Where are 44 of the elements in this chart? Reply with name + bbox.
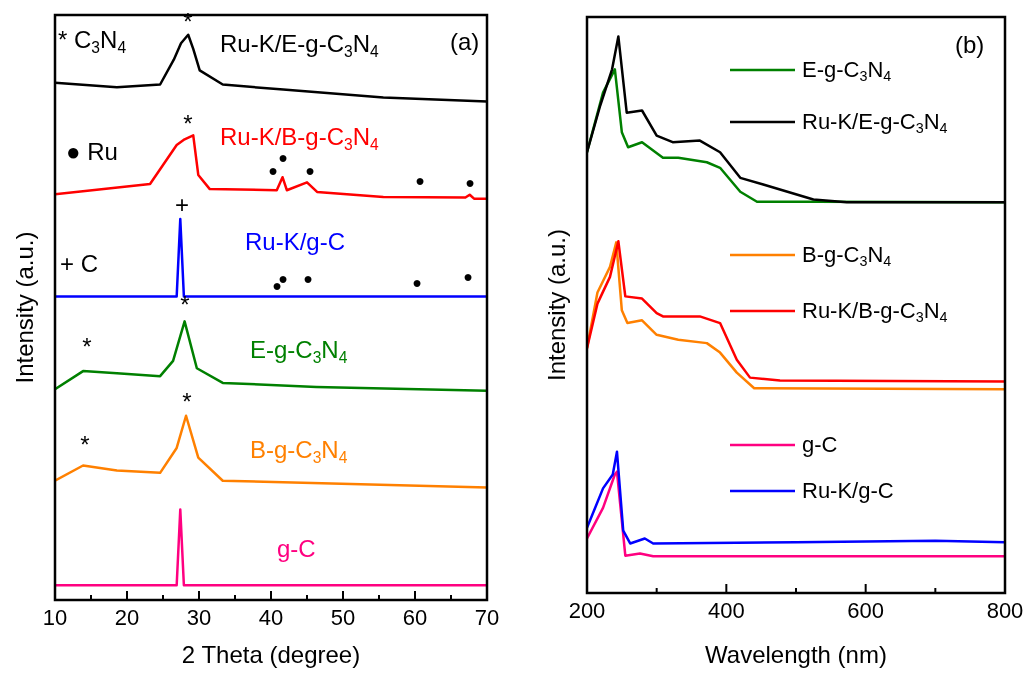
annotation: ● [303, 270, 313, 287]
annotation: * [183, 110, 193, 137]
annotation: * [82, 333, 92, 360]
annotation: ● [412, 274, 422, 291]
y-axis-title: Intensity (a.u.) [543, 228, 570, 382]
annotation: ● [268, 162, 278, 179]
legend-label: Ru-K/g-C [802, 478, 894, 503]
x-tick-label: 40 [258, 605, 284, 630]
y-axis-title: Intensity (a.u.) [11, 231, 38, 384]
x-tick-label: 800 [986, 598, 1024, 623]
series-label: E-g-C$_{3}$N$_{4}$ [250, 336, 348, 366]
annotation: ● [415, 172, 425, 189]
series-label: B-g-C$_{3}$N$_{4}$ [250, 436, 348, 466]
annotation: ● [463, 268, 473, 285]
legend-label: B-g-C$_{3}$N$_{4}$ [802, 242, 892, 270]
annotation: ● [465, 174, 475, 191]
x-axis-title: 2 Theta (degree) [181, 641, 361, 668]
x-tick-label: 50 [330, 605, 356, 630]
x-tick-label: 70 [474, 605, 500, 630]
legend-label: g-C [802, 432, 838, 457]
annotation: + C [60, 250, 99, 277]
x-tick-label: 20 [114, 605, 140, 630]
x-tick-label: 10 [42, 605, 68, 630]
x-tick-label: 600 [847, 598, 885, 623]
x-tick-label: 400 [707, 598, 745, 623]
annotation: ● [305, 162, 315, 179]
legend-label: Ru-K/B-g-C$_{3}$N$_{4}$ [802, 298, 948, 326]
series-label: Ru-K/g-C [245, 228, 346, 255]
series-label: Ru-K/E-g-C$_{3}$N$_{4}$ [220, 30, 380, 60]
series-label: g-C [277, 535, 316, 562]
x-tick-label: 30 [186, 605, 212, 630]
annotation: ● Ru [66, 138, 118, 165]
annotation: (b) [955, 31, 985, 58]
x-tick-label: 200 [568, 598, 606, 623]
annotation: + [174, 191, 190, 218]
annotation: * [80, 431, 90, 458]
annotation: * C$_{3}$N$_{4}$ [58, 26, 127, 56]
x-axis-title: Wavelength (nm) [705, 641, 887, 668]
annotation: * [180, 291, 190, 318]
x-tick-label: 60 [402, 605, 428, 630]
annotation: * [182, 388, 192, 415]
annotation: (a) [450, 28, 480, 55]
legend-label: E-g-C$_{3}$N$_{4}$ [802, 57, 892, 85]
legend-label: Ru-K/E-g-C$_{3}$N$_{4}$ [802, 109, 948, 137]
